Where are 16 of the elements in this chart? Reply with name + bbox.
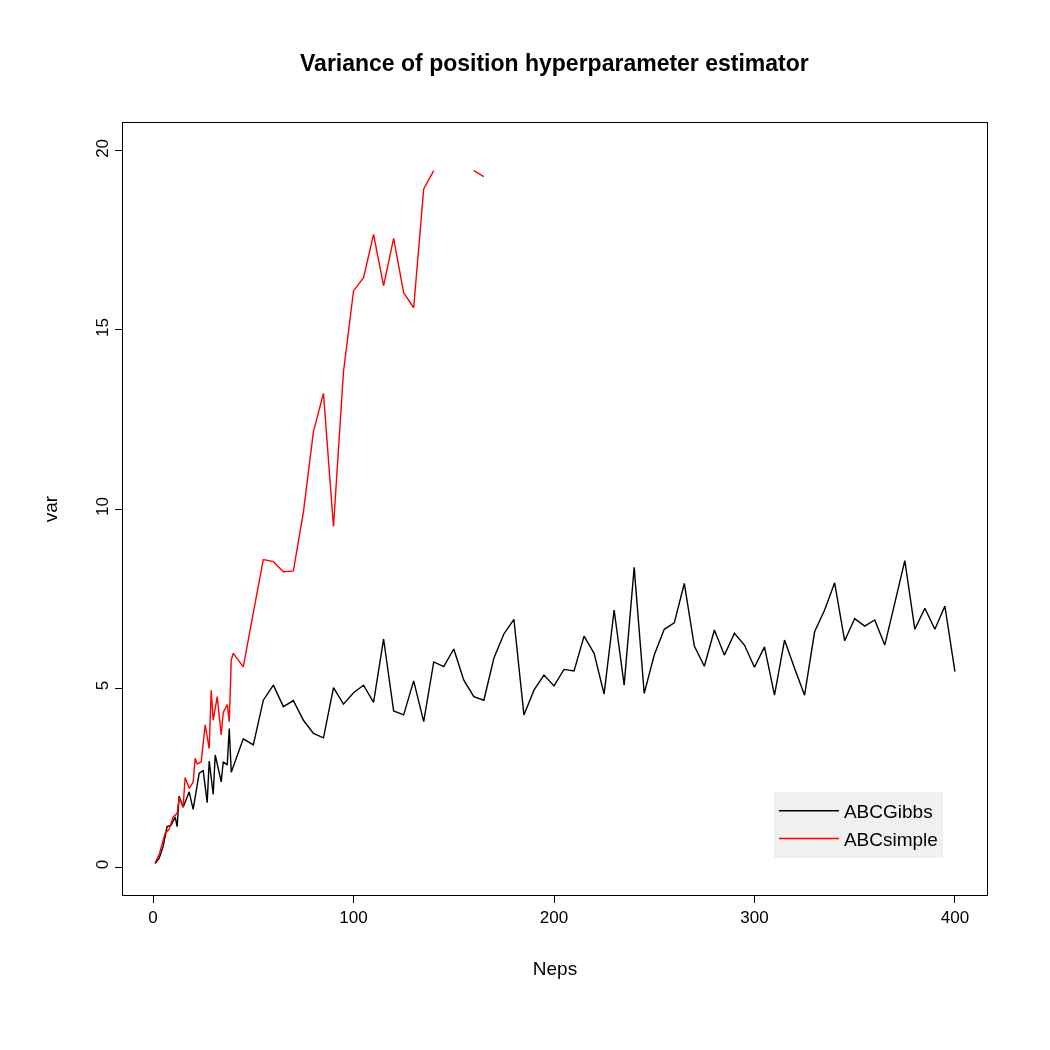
y-tick-label: 0 <box>93 859 113 870</box>
x-tick-label: 0 <box>148 908 158 928</box>
legend-label: ABCsimple <box>843 828 938 850</box>
chart-title: Variance of position hyperparameter estimator <box>300 50 809 77</box>
y-axis-title: var <box>40 495 62 523</box>
x-tick-label: 200 <box>539 908 569 928</box>
y-tick-label: 15 <box>93 317 113 337</box>
legend-label: ABCGibbs <box>843 801 933 823</box>
x-tick-label: 100 <box>339 908 368 928</box>
y-tick-label: 5 <box>93 680 113 691</box>
y-tick-label: 20 <box>93 138 113 158</box>
x-axis-title: Neps <box>532 958 578 980</box>
line-series <box>154 559 956 865</box>
y-tick-label: 10 <box>93 496 113 516</box>
x-tick-label: 400 <box>940 908 970 928</box>
x-tick-label: 300 <box>740 908 769 928</box>
